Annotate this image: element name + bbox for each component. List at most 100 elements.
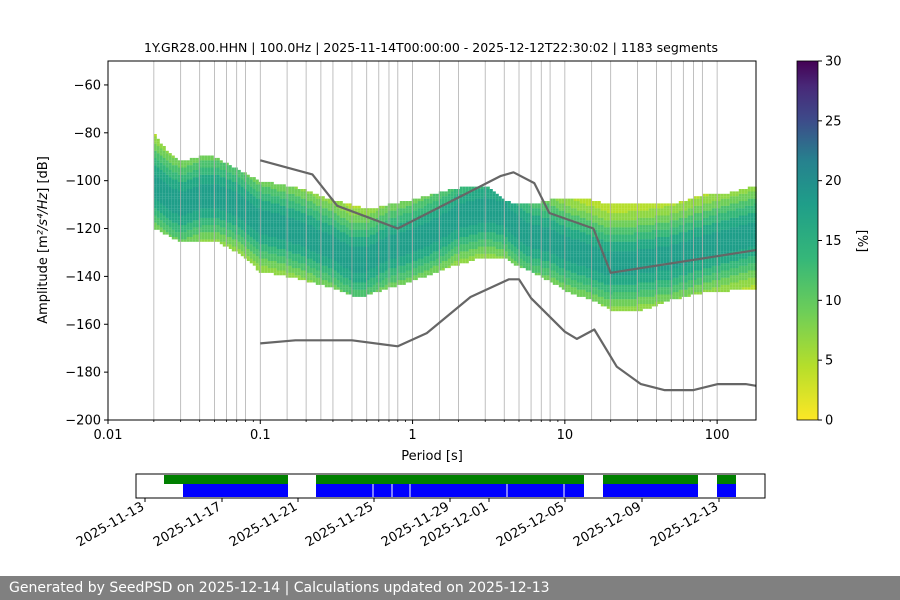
density-cell [537, 215, 541, 218]
density-cell [549, 229, 553, 233]
density-cell [336, 217, 340, 221]
density-cell [255, 229, 259, 233]
density-cell [582, 198, 586, 202]
density-cell [330, 246, 334, 249]
density-cell [165, 193, 169, 197]
density-cell [345, 263, 349, 266]
density-cell [270, 234, 274, 237]
density-cell [459, 198, 463, 202]
density-cell [321, 220, 325, 223]
density-cell [348, 222, 352, 226]
density-cell [507, 236, 511, 240]
density-cell [558, 248, 562, 252]
density-cell [375, 222, 379, 226]
density-cell [171, 177, 175, 180]
density-cell [519, 215, 523, 218]
density-cell [393, 246, 397, 249]
density-cell [312, 239, 316, 242]
density-cell [306, 229, 310, 233]
density-cell [273, 244, 277, 247]
density-cell [171, 155, 175, 158]
density-cell [399, 241, 403, 245]
density-cell [294, 203, 298, 206]
density-cell [303, 234, 307, 237]
density-cell [450, 201, 454, 204]
density-cell [480, 186, 484, 190]
density-cell [516, 215, 520, 218]
density-cell [450, 208, 454, 211]
density-cell [402, 275, 406, 278]
density-cell [540, 239, 544, 242]
density-cell [432, 232, 436, 235]
density-cell [222, 208, 226, 211]
density-cell [459, 227, 463, 230]
density-cell [195, 210, 199, 214]
density-cell [570, 260, 574, 264]
density-cell [168, 177, 172, 180]
density-cell [564, 284, 568, 288]
density-cell [531, 208, 535, 211]
density-cell [240, 229, 244, 233]
density-cell [270, 229, 274, 233]
density-cell [561, 280, 565, 283]
density-cell [564, 213, 568, 216]
density-cell [312, 277, 316, 281]
density-cell [306, 275, 310, 278]
density-cell [543, 220, 547, 223]
density-cell [309, 251, 313, 254]
density-cell [291, 248, 295, 252]
density-cell [330, 236, 334, 240]
density-cell [495, 205, 499, 209]
density-cell [381, 232, 385, 235]
density-cell [198, 215, 202, 218]
density-cell [492, 220, 496, 223]
density-cell [567, 241, 571, 245]
density-cell [282, 263, 286, 266]
density-cell [498, 241, 502, 245]
density-cell [333, 220, 337, 223]
density-cell [309, 224, 313, 228]
density-cell [450, 251, 454, 254]
density-cell [255, 260, 259, 264]
density-cell [318, 244, 322, 247]
density-cell [411, 239, 415, 242]
density-cell [396, 275, 400, 278]
density-cell [174, 222, 178, 226]
density-cell [273, 234, 277, 237]
density-cell [180, 162, 184, 166]
density-cell [207, 174, 211, 178]
density-cell [450, 224, 454, 228]
density-cell [210, 236, 214, 240]
density-cell [501, 256, 505, 259]
density-cell [225, 165, 229, 168]
density-cell [432, 239, 436, 242]
density-cell [495, 217, 499, 221]
density-cell [219, 217, 223, 221]
density-cell [405, 224, 409, 228]
density-cell [534, 227, 538, 230]
density-cell [297, 263, 301, 266]
density-cell [153, 150, 157, 154]
density-cell [180, 205, 184, 209]
density-cell [183, 191, 187, 194]
density-cell [555, 227, 559, 230]
density-cell [582, 213, 586, 216]
density-cell [162, 224, 166, 228]
density-cell [480, 224, 484, 228]
density-cell [303, 272, 307, 276]
density-cell [555, 248, 559, 252]
density-cell [222, 174, 226, 178]
density-cell [567, 277, 571, 281]
density-cell [555, 275, 559, 278]
density-cell [396, 244, 400, 247]
density-cell [312, 229, 316, 233]
density-cell [291, 205, 295, 209]
density-cell [390, 248, 394, 252]
density-cell [543, 229, 547, 233]
density-cell [381, 217, 385, 221]
density-cell [186, 186, 190, 190]
density-cell [297, 253, 301, 257]
density-cell [159, 189, 163, 192]
density-cell [273, 246, 277, 249]
density-cell [429, 263, 433, 266]
